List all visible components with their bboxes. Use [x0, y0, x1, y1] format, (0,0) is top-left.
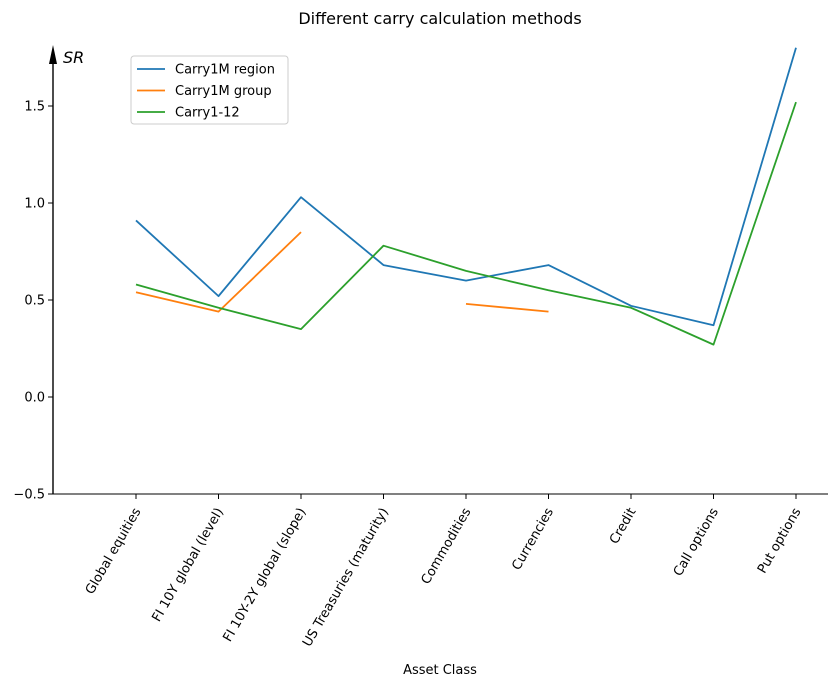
axes	[49, 45, 828, 495]
legend: Carry1M region Carry1M group Carry1-12	[130, 55, 289, 125]
series-line	[465, 302, 549, 313]
legend-label: Carry1M group	[175, 84, 272, 99]
x-tick-label: FI 10Y global (level)	[150, 506, 227, 625]
y-tick-label: 1.5	[24, 100, 45, 115]
legend-box	[130, 55, 289, 125]
x-axis-label: Asset Class	[403, 663, 477, 678]
y-ticks: −0.5 0.0 0.5 1.0 1.5	[13, 100, 53, 503]
x-ticks: Global equities FI 10Y global (level)FI 1…	[83, 494, 805, 650]
y-tick-label: 1.0	[24, 197, 45, 212]
series-layer	[135, 47, 797, 346]
legend-label: Carry1-12	[175, 106, 240, 121]
chart-title: Different carry calculation methods	[298, 9, 581, 28]
x-tick-label: Call options	[671, 505, 722, 579]
x-tick-label: Credit	[607, 506, 640, 547]
y-tick-label: 0.5	[24, 294, 45, 309]
legend-label: Carry1M region	[175, 63, 275, 78]
series-line	[135, 231, 302, 313]
x-tick-label: US Treasuries (maturity)	[300, 506, 392, 650]
x-tick-label: FI 10Y-2Y global (slope)	[221, 506, 310, 645]
y-axis-arrow	[49, 45, 57, 64]
x-tick-label: Currencies	[509, 505, 557, 573]
series-line	[135, 101, 797, 346]
x-tick-label: Commodities	[419, 505, 475, 587]
series-line	[135, 47, 797, 327]
x-tick-label: Global equities	[83, 505, 145, 597]
y-axis-label: SR	[63, 48, 84, 67]
y-tick-label: −0.5	[13, 488, 45, 503]
x-tick-label: Put options	[755, 505, 805, 576]
y-tick-label: 0.0	[24, 391, 45, 406]
